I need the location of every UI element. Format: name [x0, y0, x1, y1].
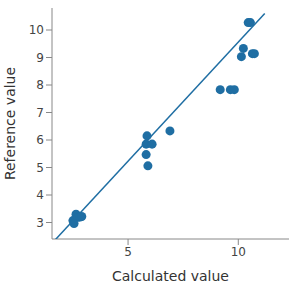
svg-text:6: 6 — [36, 133, 44, 147]
svg-text:5: 5 — [36, 161, 44, 175]
svg-text:10: 10 — [231, 245, 246, 259]
svg-text:5: 5 — [124, 245, 132, 259]
svg-text:9: 9 — [36, 51, 44, 65]
svg-text:10: 10 — [29, 23, 44, 37]
svg-text:8: 8 — [36, 78, 44, 92]
svg-text:Reference value: Reference value — [8, 67, 18, 180]
svg-text:7: 7 — [36, 106, 44, 120]
svg-text:Calculated value: Calculated value — [112, 268, 229, 284]
svg-text:4: 4 — [36, 188, 44, 202]
svg-text:3: 3 — [36, 216, 44, 230]
